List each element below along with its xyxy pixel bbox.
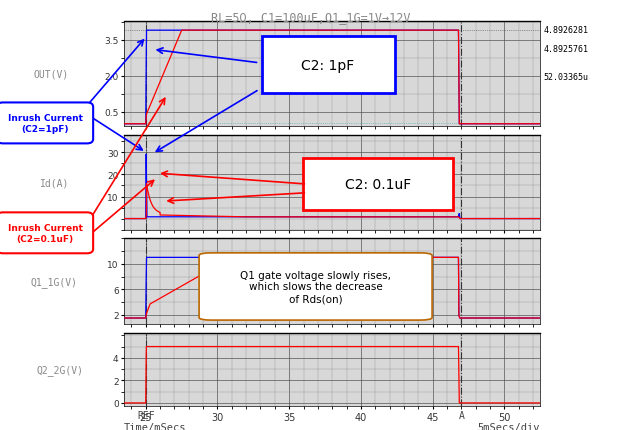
Text: 5mSecs/div: 5mSecs/div bbox=[478, 422, 540, 430]
Text: Inrush Current
(C2=0.1uF): Inrush Current (C2=0.1uF) bbox=[7, 224, 83, 243]
FancyBboxPatch shape bbox=[261, 37, 395, 94]
Text: REF: REF bbox=[137, 410, 155, 420]
Y-axis label: Q2_2G(V): Q2_2G(V) bbox=[37, 364, 84, 375]
Text: C2: 0.1uF: C2: 0.1uF bbox=[345, 178, 411, 192]
FancyBboxPatch shape bbox=[199, 253, 432, 320]
Y-axis label: OUT(V): OUT(V) bbox=[34, 69, 69, 79]
Text: 4.8926281: 4.8926281 bbox=[543, 26, 588, 35]
Text: Time/mSecs: Time/mSecs bbox=[124, 422, 187, 430]
FancyBboxPatch shape bbox=[303, 159, 453, 210]
Text: C2: 1pF: C2: 1pF bbox=[301, 59, 355, 73]
Text: 52.03365u: 52.03365u bbox=[543, 73, 588, 82]
Text: Q1 gate voltage slowly rises,
which slows the decrease
of Rds(on): Q1 gate voltage slowly rises, which slow… bbox=[240, 270, 391, 304]
Text: Inrush Current
(C2=1pF): Inrush Current (C2=1pF) bbox=[7, 114, 83, 133]
Y-axis label: Q1_1G(V): Q1_1G(V) bbox=[31, 276, 78, 287]
Text: 4.8925761: 4.8925761 bbox=[543, 45, 588, 54]
Text: RL=5Ω, C1=100uF,Q1_1G=1V→12V: RL=5Ω, C1=100uF,Q1_1G=1V→12V bbox=[211, 11, 410, 24]
Text: A: A bbox=[458, 410, 465, 420]
Y-axis label: Id(A): Id(A) bbox=[40, 178, 69, 188]
